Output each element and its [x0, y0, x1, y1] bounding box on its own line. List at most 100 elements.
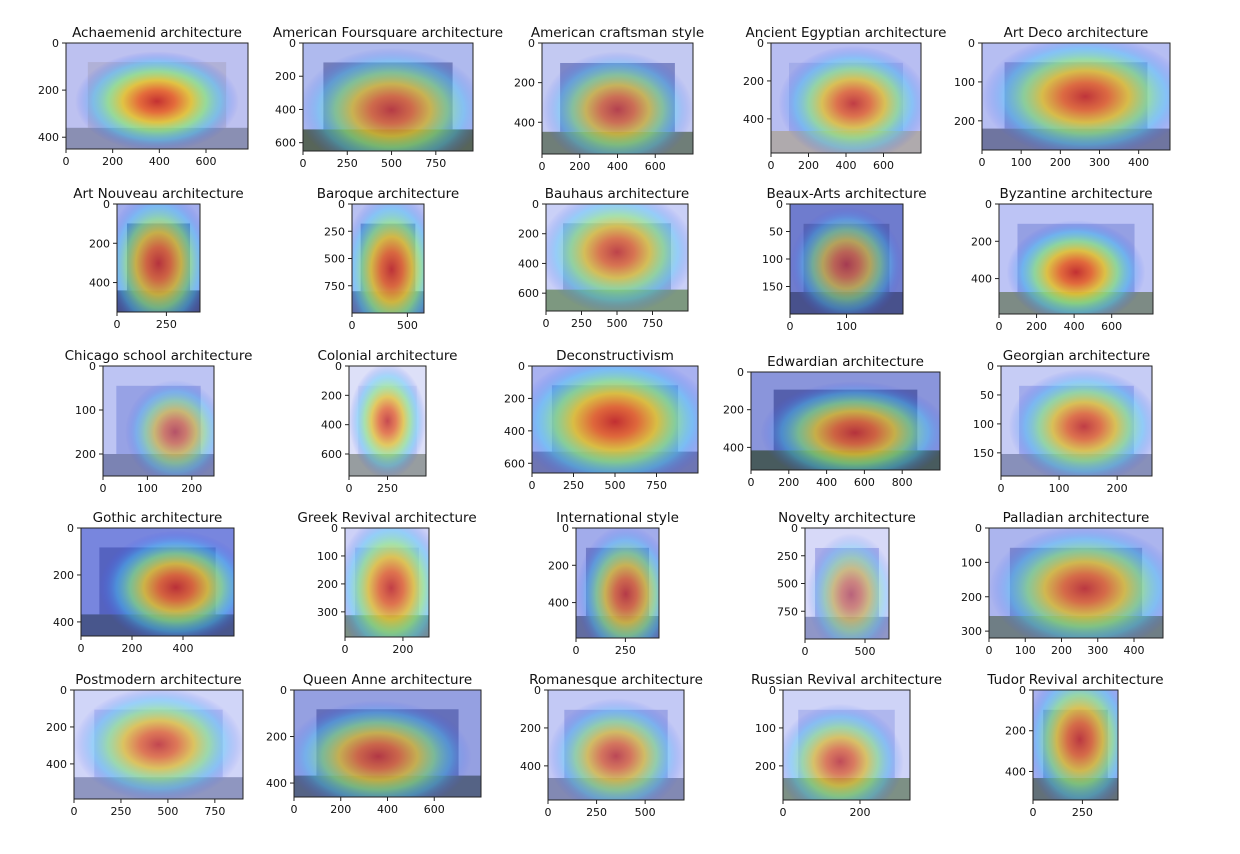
panel-title: Romanesque architecture [529, 672, 703, 688]
y-tick-label: 200 [46, 721, 67, 734]
panel-title: Art Nouveau architecture [73, 186, 243, 202]
x-tick-label: 500 [607, 317, 628, 330]
x-tick-label: 400 [173, 642, 194, 655]
heat-blob [989, 528, 1163, 638]
colormap-tint [103, 366, 214, 476]
heat-blob [783, 703, 904, 800]
x-tick-label: 750 [642, 317, 663, 330]
x-tick-label: 750 [425, 157, 446, 170]
x-tick-label: 500 [397, 319, 418, 332]
panel-image [576, 528, 659, 638]
panel-byzantine-architecture: Byzantine architecture 0 200 400 600 0 200 400 [971, 186, 1154, 333]
axes-frame [102, 365, 215, 477]
panel-image [103, 366, 214, 476]
y-tick-label: 150 [973, 447, 994, 460]
panel-image [1033, 690, 1118, 800]
colormap-tint [576, 528, 659, 638]
axes-frame [782, 689, 911, 801]
x-tick-label: 250 [615, 644, 636, 657]
y-tick-label: 0 [968, 37, 975, 50]
panel-title: Palladian architecture [1003, 510, 1150, 526]
panel-image [117, 204, 200, 312]
heat-blob [303, 47, 473, 151]
panel-title: Queen Anne architecture [303, 672, 472, 688]
x-tick-label: 0 [342, 643, 349, 656]
x-tick-label: 200 [122, 642, 143, 655]
y-tick-label: 750 [324, 280, 345, 293]
y-tick-label: 200 [548, 559, 569, 572]
panel-title: Ancient Egyptian architecture [746, 25, 947, 41]
axes-frame [750, 371, 941, 471]
panel-edwardian-architecture: Edwardian architecture 0 200 400 600 800 0 200 4… [723, 354, 941, 489]
y-tick-label: 200 [266, 731, 287, 744]
y-tick-label: 300 [317, 606, 338, 619]
x-tick-label: 0 [780, 806, 787, 819]
heat-blob [1033, 690, 1118, 800]
panel-georgian-architecture: Georgian architecture 0 100 200 0 50 100 150 [973, 348, 1153, 495]
axes-frame [981, 42, 1171, 151]
x-tick-label: 0 [573, 644, 580, 657]
panel-title: Novelty architecture [778, 510, 916, 526]
x-tick-label: 100 [1049, 482, 1070, 495]
y-tick-label: 400 [504, 425, 525, 438]
x-tick-label: 600 [645, 160, 666, 173]
x-tick-label: 750 [204, 805, 225, 818]
axes-frame [302, 42, 474, 152]
panel-image [345, 528, 429, 637]
x-tick-label: 600 [424, 803, 445, 816]
colormap-tint [805, 528, 889, 639]
heat-blob [532, 366, 698, 473]
x-tick-label: 0 [787, 320, 794, 333]
panel-title: Achaemenid architecture [72, 25, 242, 41]
heat-blob [99, 530, 234, 636]
panel-image [66, 43, 248, 149]
y-tick-label: 200 [723, 404, 744, 417]
y-tick-label: 0 [562, 522, 569, 535]
x-tick-label: 0 [768, 159, 775, 172]
y-tick-label: 100 [317, 550, 338, 563]
colormap-tint [117, 204, 200, 312]
panel-gothic-architecture: Gothic architecture 0 200 400 0 200 400 [53, 510, 235, 655]
x-tick-label: 200 [849, 806, 870, 819]
heat-blob [790, 206, 903, 314]
x-tick-label: 250 [110, 805, 131, 818]
heat-blob [548, 698, 684, 800]
panel-image [751, 372, 940, 470]
heat-blob [542, 51, 693, 154]
y-tick-label: 200 [755, 760, 776, 773]
panel-image [783, 690, 910, 800]
y-tick-label: 200 [89, 237, 110, 250]
axes-frame [998, 203, 1154, 315]
x-tick-label: 500 [855, 645, 876, 658]
y-tick-label: 0 [528, 37, 535, 50]
y-tick-label: 0 [769, 684, 776, 697]
x-tick-label: 200 [1026, 320, 1047, 333]
colormap-tint [982, 43, 1170, 150]
panel-title: Byzantine architecture [999, 186, 1152, 202]
x-tick-label: 600 [1101, 320, 1122, 333]
y-tick-label: 400 [520, 760, 541, 773]
colormap-tint [81, 528, 234, 636]
x-tick-label: 250 [571, 317, 592, 330]
y-tick-label: 200 [514, 77, 535, 90]
panel-image [790, 204, 903, 314]
axes-frame [73, 689, 244, 800]
x-tick-label: 800 [892, 476, 913, 489]
x-tick-label: 200 [1051, 644, 1072, 657]
y-tick-label: 250 [777, 550, 798, 563]
x-tick-label: 250 [563, 479, 584, 492]
axes-frame [1032, 689, 1119, 801]
x-tick-label: 0 [979, 156, 986, 169]
y-tick-label: 100 [755, 722, 776, 735]
y-tick-label: 400 [46, 758, 67, 771]
x-tick-label: 200 [778, 476, 799, 489]
panel-title: American craftsman style [531, 25, 704, 41]
panel-image [548, 690, 684, 800]
y-tick-label: 0 [338, 198, 345, 211]
x-tick-label: 750 [646, 479, 667, 492]
y-tick-label: 600 [321, 448, 342, 461]
panel-title: Russian Revival architecture [751, 672, 942, 688]
panel-title: Greek Revival architecture [297, 510, 476, 526]
